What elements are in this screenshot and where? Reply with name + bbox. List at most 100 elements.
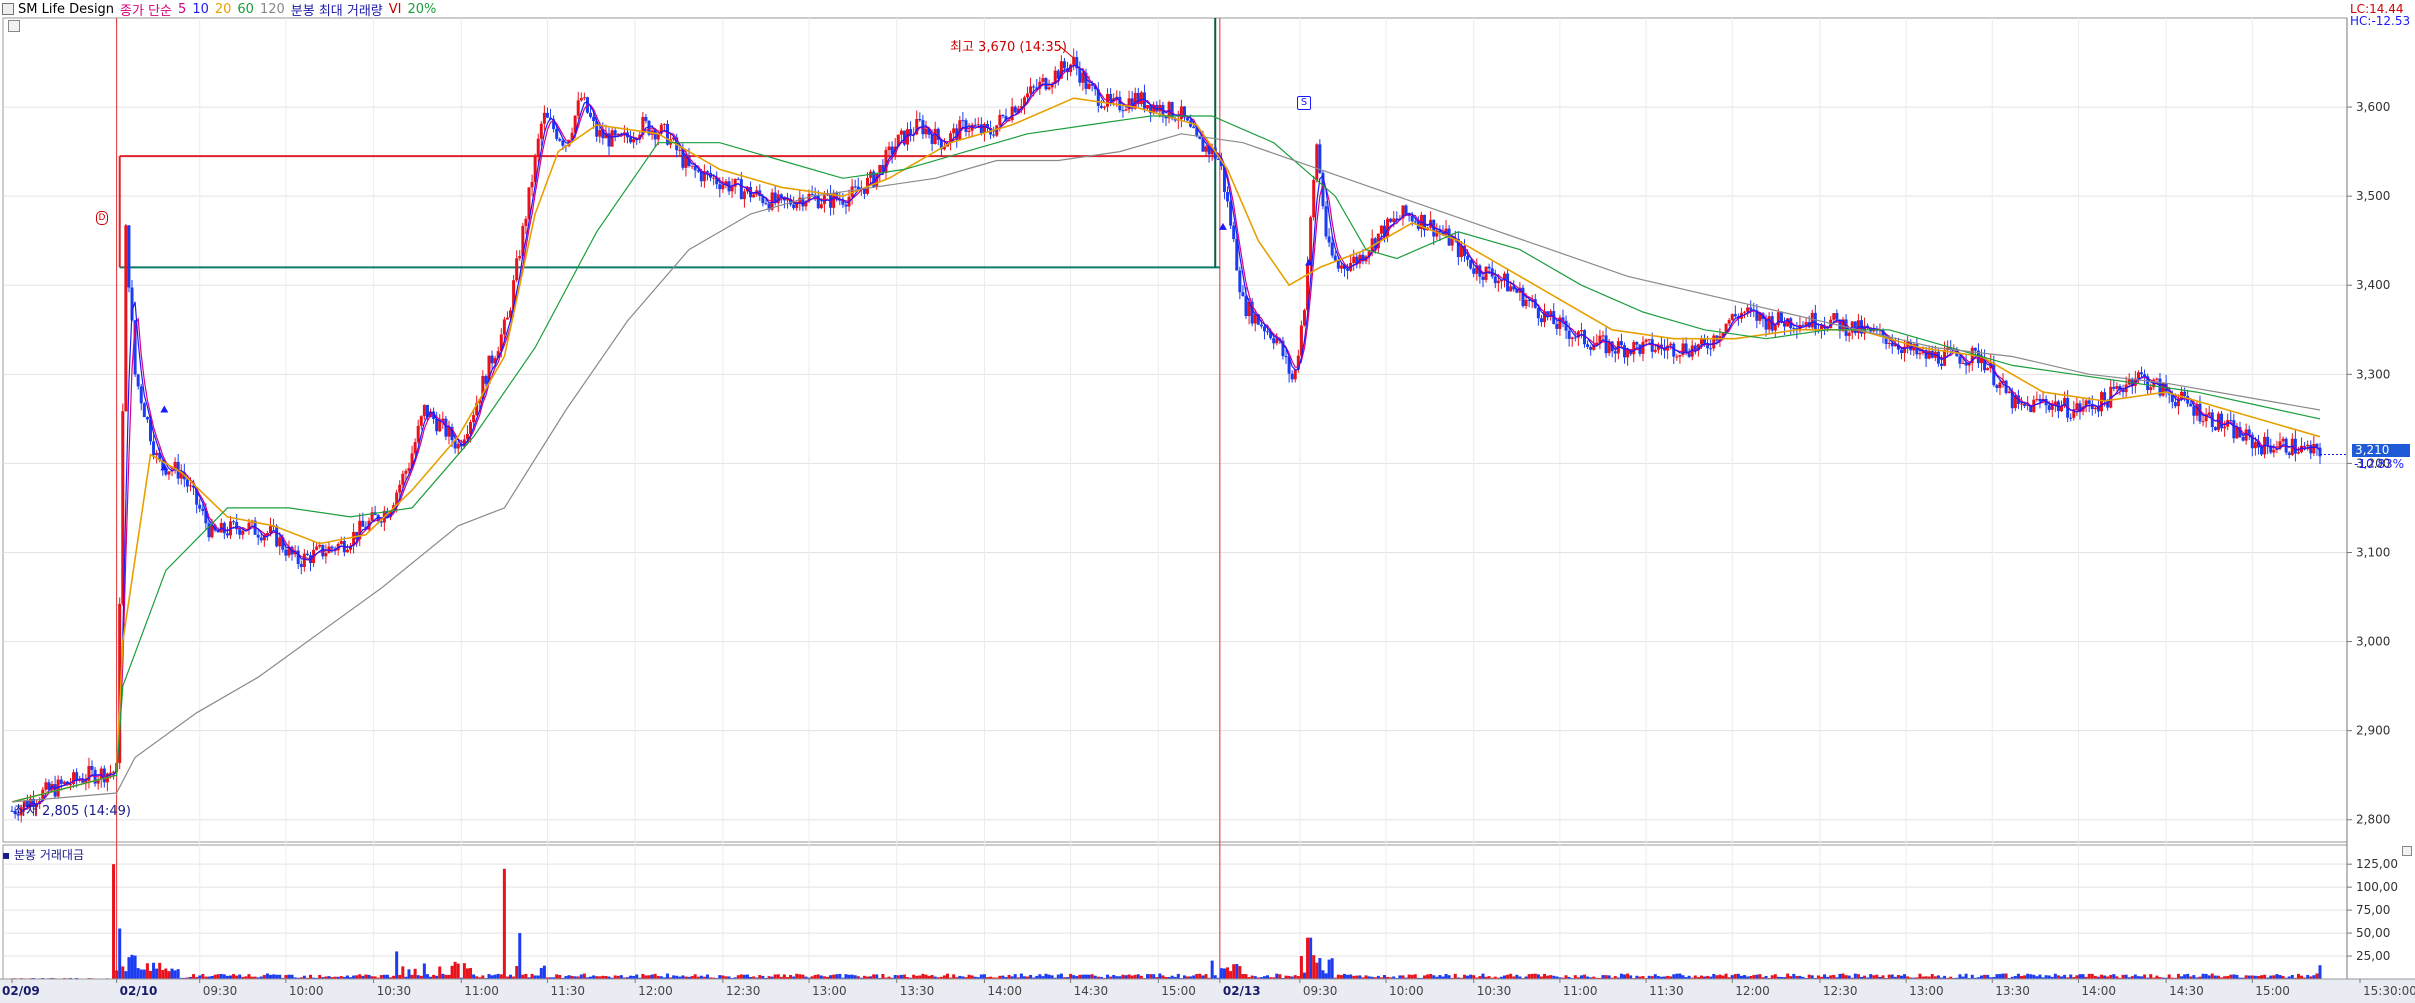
volume-bar — [1816, 975, 1820, 979]
time-tick-label: 14:00 — [2081, 984, 2116, 998]
volume-bar — [1130, 975, 1134, 979]
volume-bar — [1641, 976, 1645, 979]
candle-body — [961, 120, 965, 122]
candle-body — [1038, 81, 1042, 89]
volume-bar — [986, 977, 990, 979]
volume-panel-title-text: 분봉 거래대금 — [13, 848, 85, 862]
volume-bar — [2207, 975, 2211, 979]
vi-value: 20% — [407, 1, 437, 17]
volume-bar — [1115, 976, 1119, 979]
volume-bar — [1770, 975, 1774, 979]
candle-body — [1567, 330, 1571, 339]
candle-body — [792, 204, 796, 209]
volume-bar — [927, 975, 931, 979]
candle-body — [986, 124, 990, 129]
candle-body — [422, 404, 426, 417]
time-tick-label: 15:00 — [2255, 984, 2290, 998]
volume-bar — [955, 977, 959, 979]
volume-bar — [1376, 975, 1380, 979]
candle-body — [749, 186, 753, 198]
candle-body — [1730, 314, 1734, 321]
volume-bar — [1352, 975, 1356, 979]
volume-bar — [1084, 974, 1088, 979]
candle-body — [1503, 273, 1507, 281]
candle-body — [1703, 338, 1707, 344]
current-price-change: -10.83% — [2354, 457, 2405, 471]
candle-body — [1555, 324, 1559, 329]
volume-bar — [782, 974, 786, 979]
volume-bar — [509, 974, 513, 979]
candle-body — [1903, 346, 1907, 353]
time-tick-label: 11:30 — [1649, 984, 1684, 998]
candle-body — [1543, 311, 1547, 323]
panel-toggle-icon[interactable] — [8, 20, 20, 32]
candle-body — [1053, 70, 1057, 84]
annotations — [160, 44, 1314, 471]
volume-bar — [2081, 974, 2085, 979]
volume-bar — [1663, 976, 1667, 979]
volume-bar — [385, 974, 389, 979]
volume-bar — [567, 975, 571, 979]
candle-body — [930, 134, 934, 144]
volume-bar — [622, 977, 626, 979]
volume-bar — [244, 976, 248, 979]
candle-body — [1506, 273, 1510, 292]
candle-body — [1173, 118, 1177, 121]
candle-body — [2136, 372, 2140, 379]
volume-bar — [776, 974, 780, 979]
volume-bar — [1530, 973, 1534, 979]
candle-body — [1681, 343, 1685, 355]
volume-bar — [616, 975, 620, 979]
volume-bar — [1358, 975, 1362, 979]
volume-bar — [699, 975, 703, 979]
volume-bar — [216, 974, 220, 979]
candle-body — [259, 537, 263, 541]
candle-body — [884, 149, 888, 173]
volume-panel-toggle-icon[interactable] — [2402, 846, 2412, 856]
candle-body — [287, 546, 291, 556]
candle-body — [1235, 239, 1239, 271]
candle-body — [681, 150, 685, 168]
menu-icon[interactable] — [2, 3, 14, 15]
volume-bar — [1576, 977, 1580, 979]
candle-body — [444, 418, 448, 437]
volume-bar — [1253, 976, 1257, 979]
volume-bar — [1918, 973, 1922, 979]
volume-bar — [225, 975, 229, 979]
candle-body — [173, 461, 177, 470]
candle-body — [2253, 442, 2257, 449]
volume-bar — [1718, 974, 1722, 979]
volume-bar — [2001, 973, 2005, 979]
symbol-name[interactable]: SM Life Design — [18, 1, 115, 17]
candle-body — [1706, 343, 1710, 349]
volume-bar — [219, 973, 223, 979]
volume-bar — [936, 977, 940, 979]
candle-body — [478, 399, 482, 404]
volume-bar — [188, 976, 192, 979]
candle-body — [502, 319, 506, 335]
volume-bar — [1370, 976, 1374, 979]
candle-body — [705, 171, 709, 173]
volume-bar — [829, 975, 833, 979]
candle-body — [198, 504, 202, 509]
volume-bar — [1890, 974, 1894, 979]
candle-body — [432, 411, 436, 419]
volume-bar — [493, 974, 497, 979]
candle-body — [2318, 447, 2322, 457]
candle-body — [1983, 357, 1987, 371]
volume-bar — [862, 975, 866, 979]
volume-bar — [1853, 973, 1857, 979]
volume-bar — [539, 967, 543, 979]
volume-bar — [1887, 974, 1891, 979]
volume-bar — [1773, 974, 1777, 979]
volume-bar — [1075, 976, 1079, 979]
candle-body — [1619, 341, 1623, 346]
volume-bar — [647, 975, 651, 979]
candle-body — [2269, 445, 2273, 453]
candle-body — [1598, 335, 1602, 343]
volume-bar — [890, 977, 894, 979]
candle-body — [1219, 158, 1223, 167]
grid — [2, 17, 2348, 980]
candle-body — [456, 443, 460, 449]
